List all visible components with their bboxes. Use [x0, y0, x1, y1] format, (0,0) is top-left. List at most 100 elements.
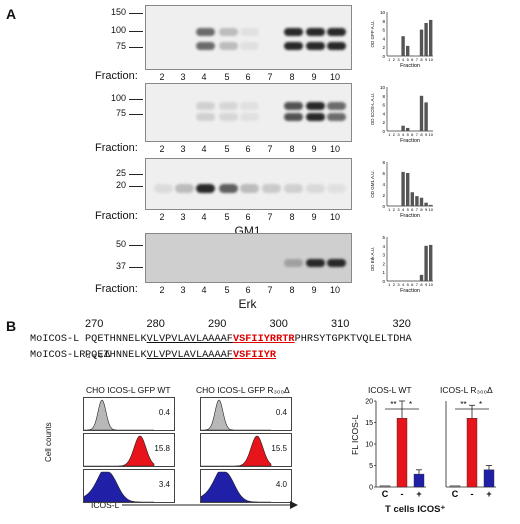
mini-xtick: 1: [388, 57, 391, 62]
mini-xlabel: Fraction: [400, 63, 420, 69]
flow-wt-histogram: [84, 435, 155, 466]
fraction-number: 5: [224, 144, 230, 154]
flow-wt-title: CHO ICOS-L GFP WT: [86, 385, 171, 395]
flow-r-histogram-peak: [201, 399, 271, 430]
mini-ytick: 3: [382, 253, 385, 258]
mini-xlabel: Fraction: [400, 288, 420, 294]
mini-xtick: 10: [428, 207, 433, 212]
mini-xtick: 9: [425, 207, 428, 212]
mini-xtick: 6: [411, 132, 414, 137]
fraction-number: 7: [267, 212, 273, 222]
mw-marker-tick: [129, 46, 143, 48]
fraction-number: 5: [224, 72, 230, 82]
bar-wt-bar: [396, 418, 408, 488]
fraction-number: 8: [289, 285, 295, 295]
mini-xtick: 8: [420, 57, 423, 62]
mini-bar: [401, 171, 405, 206]
mini-xtick: 5: [407, 57, 410, 62]
mini-xtick: 6: [411, 282, 414, 287]
blot-gfp-image: [145, 5, 352, 70]
fraction-number: 9: [311, 72, 317, 82]
fraction-number: 5: [224, 212, 230, 222]
blot-band: [175, 184, 194, 193]
blot-band: [306, 28, 325, 37]
bar-ytick-label: 10: [365, 442, 373, 449]
flow-r-histogram-box: 15.5: [200, 433, 292, 467]
fraction-number: 4: [201, 212, 207, 222]
fraction-number: 10: [329, 285, 340, 295]
bar-xlabel: T cells ICOS⁺: [385, 504, 446, 515]
seq-mut-tm: VLVPVLAVLAAAAF: [146, 350, 233, 361]
flow-x-arrow-head: [290, 501, 298, 509]
mini-xtick: 8: [420, 282, 423, 287]
fraction-label: Fraction:: [95, 70, 138, 82]
mini-xtick: 6: [411, 207, 414, 212]
bar-wt-bar: [413, 473, 425, 488]
flow-r-histogram: [201, 435, 272, 466]
mini-xtick: 4: [402, 132, 405, 137]
mini-bar: [429, 244, 433, 281]
mini-ytick: 4: [382, 244, 385, 249]
mini-xtick: 5: [407, 207, 410, 212]
bar-wt-sig-double: **: [390, 400, 396, 409]
bar-ytick-label: 15: [365, 420, 373, 427]
blot-band: [327, 101, 346, 110]
fraction-label: Fraction:: [95, 142, 138, 154]
mw-marker-tick: [129, 266, 143, 268]
mini-bar: [401, 125, 405, 131]
blot-band: [240, 28, 259, 37]
mw-marker-tick: [129, 245, 143, 246]
mini-xtick: 10: [428, 132, 433, 137]
mini-ytick: 10: [380, 10, 386, 15]
mini-ytick: 6: [382, 28, 385, 33]
seq-mut-plain: PQETHNNELK: [85, 350, 147, 361]
panel-a-letter: A: [6, 6, 17, 22]
fraction-number: 2: [159, 72, 165, 82]
fraction-number: 2: [159, 285, 165, 295]
bar-wt-category: +: [416, 489, 421, 499]
mini-ytick: 8: [382, 19, 385, 24]
mini-xtick: 3: [397, 132, 400, 137]
blot-erk-image: [145, 233, 352, 283]
mini-xtick: 10: [428, 282, 433, 287]
flow-r-histogram-peak: [201, 471, 271, 502]
mini-ytick: 4: [382, 182, 385, 187]
bar-wt-title: ICOS-L WT: [368, 385, 412, 395]
mini-xtick: 3: [397, 282, 400, 287]
bar-r-bar: [466, 418, 478, 488]
fraction-number: 6: [245, 212, 251, 222]
mini-xtick: 1: [388, 207, 391, 212]
mini-xtick: 4: [402, 57, 405, 62]
bar-ylabel: FL ICOS-L: [350, 414, 360, 455]
seq-wt: PQETHNNELKVLVPVLAVLAAAAFVSFIIYRRTRPHRSYT…: [85, 334, 412, 345]
mw-marker-tick: [129, 114, 143, 116]
fraction-number: 2: [159, 212, 165, 222]
ruler-label: 270: [85, 318, 104, 330]
blot-icos-l-image: [145, 83, 352, 142]
mini-ytick: 4: [382, 111, 385, 116]
fraction-number: 10: [329, 72, 340, 82]
fraction-number: 3: [180, 72, 186, 82]
blot-band: [284, 28, 303, 37]
ruler-label: 320: [392, 318, 411, 330]
flow-wt-histogram-box: 15.8: [83, 433, 175, 467]
mini-xtick: 4: [402, 207, 405, 212]
bar-ytick-label: 5: [369, 463, 373, 470]
bar-wt-bar: [379, 485, 391, 488]
flow-wt-histogram-value: 15.8: [154, 444, 170, 453]
mini-bar: [406, 45, 410, 56]
mw-marker-label: 100: [110, 92, 126, 103]
mini-xtick: 5: [407, 132, 410, 137]
fraction-number: 6: [245, 285, 251, 295]
seq-wt-name: MoICOS-L: [30, 334, 80, 345]
mini-xtick: 9: [425, 132, 428, 137]
mini-bar: [406, 173, 410, 206]
flow-wt-histogram-value: 0.4: [158, 408, 170, 417]
bar-wt-category: -: [401, 489, 404, 499]
mini-xtick: 2: [393, 207, 396, 212]
mini-ytick: 0: [382, 279, 385, 284]
seq-wt-motif: VSFIIYRRTR: [232, 334, 295, 345]
